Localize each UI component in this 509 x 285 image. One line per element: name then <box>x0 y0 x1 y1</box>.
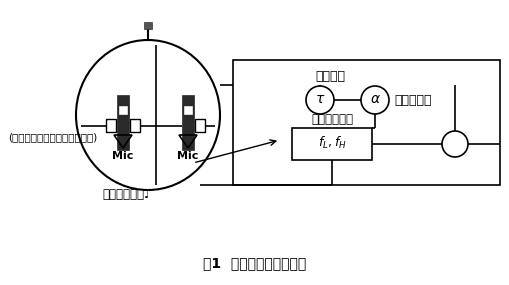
Circle shape <box>305 86 333 114</box>
Text: Mic: Mic <box>177 151 199 161</box>
Bar <box>183 105 192 115</box>
Text: 自适应滤波器: 自适应滤波器 <box>310 113 352 126</box>
Text: Mic: Mic <box>112 151 133 161</box>
Text: τ: τ <box>315 92 324 106</box>
Bar <box>194 119 205 132</box>
Ellipse shape <box>76 40 219 190</box>
Circle shape <box>441 131 467 157</box>
Text: α: α <box>370 92 379 106</box>
Text: 图1  主动降噪原理示意图: 图1 主动降噪原理示意图 <box>203 256 306 270</box>
Bar <box>118 105 128 115</box>
Text: (拾取实际声音并产生误差信号): (拾取实际声音并产生误差信号) <box>8 132 97 142</box>
Bar <box>130 119 140 132</box>
Bar <box>233 60 499 185</box>
Text: $f_L, f_H$: $f_L, f_H$ <box>317 135 346 151</box>
Bar <box>182 95 193 150</box>
Bar <box>144 22 152 29</box>
Text: 时间延迟: 时间延迟 <box>315 70 344 82</box>
Bar <box>292 128 371 160</box>
Text: 更新的权重: 更新的权重 <box>393 93 431 107</box>
Circle shape <box>360 86 388 114</box>
Text: 输入音频信号♩: 输入音频信号♩ <box>102 188 149 201</box>
Bar <box>106 119 116 132</box>
Bar <box>117 95 129 150</box>
